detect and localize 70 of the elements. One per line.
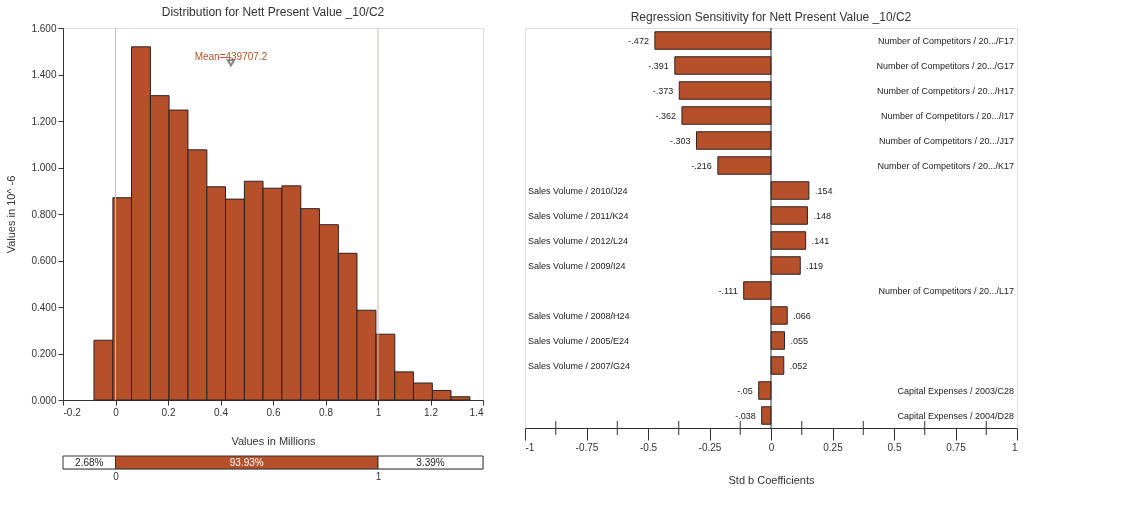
annotation: Mean=439707.2 (194, 50, 268, 62)
data-label: .055 (790, 335, 809, 346)
data-label: -.216 (691, 160, 712, 171)
text: 0 (113, 470, 120, 482)
x-tick-label: 0.75 (946, 441, 967, 453)
y-tick-label: 0.000 (31, 394, 57, 406)
x-tick-label: 0.2 (161, 406, 176, 418)
data-label: .066 (793, 310, 811, 321)
data-label: -.111 (718, 285, 738, 296)
data-label: -.472 (628, 35, 649, 46)
x-tick-label: -0.25 (698, 441, 722, 453)
x-tick-label: 0 (113, 406, 120, 418)
data-label: -.038 (735, 410, 756, 421)
y-tick-label: 1.600 (31, 22, 57, 34)
y-tick-label: Sales Volume / 2008/H24 (528, 310, 630, 321)
y-tick-label: 1.000 (31, 162, 57, 173)
y-tick-label: Capital Expenses / 2004/D28 (897, 410, 1014, 421)
x-axis-title: Std b Coefficients (728, 473, 815, 486)
y-tick-label: 1.200 (31, 115, 57, 127)
x-tick-label: 0.6 (266, 406, 281, 418)
data-label: -.391 (648, 60, 669, 71)
y-tick-label: 0.200 (31, 348, 57, 359)
data-label: -.303 (669, 135, 691, 146)
chart-title: Regression Sensitivity for Nett Present Value _10/C2 (630, 9, 912, 24)
data-label: .052 (789, 360, 808, 371)
y-tick-label: Number of Competitors / 20.../I17 (880, 110, 1014, 121)
data-label: -.373 (652, 85, 674, 96)
y-tick-label: Number of Competitors / 20.../L17 (878, 285, 1014, 296)
x-axis-title: Values in Millions (231, 434, 317, 447)
y-tick-label: Number of Competitors / 20.../F17 (877, 35, 1014, 46)
x-tick-label: -0.2 (63, 406, 82, 418)
x-tick-label: 1.4 (469, 406, 484, 418)
y-axis-title: Values in 10^ -6 (5, 175, 18, 254)
data-label: -.362 (655, 110, 676, 121)
x-tick-label: 1 (375, 406, 382, 418)
data-label: .119 (806, 260, 824, 271)
x-tick-label: 0 (768, 441, 775, 453)
y-tick-label: Sales Volume / 2010/J24 (528, 185, 628, 196)
x-tick-label: -0.75 (575, 441, 599, 453)
x-tick-label: 0.4 (214, 406, 229, 418)
text: 2.68% (75, 456, 104, 468)
y-tick-label: Sales Volume / 2007/G24 (528, 360, 631, 371)
y-tick-label: Capital Expenses / 2003/C28 (897, 385, 1014, 396)
y-tick-label: Number of Competitors / 20.../J17 (878, 135, 1014, 146)
data-label: .154 (814, 185, 833, 196)
y-tick-label: Sales Volume / 2011/K24 (528, 210, 629, 221)
text: 93.93% (229, 456, 264, 468)
x-tick-label: 0.8 (319, 406, 334, 418)
text: 3.39% (416, 456, 445, 468)
y-tick-label: 0.800 (31, 208, 57, 220)
x-tick-label: 1.2 (424, 406, 439, 418)
y-tick-label: Sales Volume / 2012/L24 (528, 235, 629, 246)
chart-title: Distribution for Nett Present Value _10/C2 (161, 5, 385, 19)
y-tick-label: Sales Volume / 2005/E24 (528, 335, 630, 346)
x-tick-label: 1 (1011, 441, 1018, 453)
data-label: .148 (813, 210, 831, 221)
data-label: -.05 (737, 385, 753, 396)
x-tick-label: 0.25 (823, 441, 844, 453)
y-tick-label: Number of Competitors / 20.../K17 (877, 160, 1014, 171)
y-tick-label: 0.400 (31, 301, 57, 313)
y-tick-label: Sales Volume / 2009/I24 (528, 260, 626, 271)
data-label: .141 (811, 235, 830, 246)
y-tick-label: Number of Competitors / 20.../G17 (876, 60, 1014, 71)
y-tick-label: Number of Competitors / 20.../H17 (876, 85, 1014, 96)
x-tick-label: -1 (525, 441, 535, 453)
y-tick-label: 1.400 (31, 69, 57, 80)
y-tick-label: 0.600 (31, 255, 57, 266)
x-tick-label: -0.5 (639, 441, 658, 453)
text: 1 (375, 470, 382, 482)
x-tick-label: 0.5 (887, 441, 902, 453)
